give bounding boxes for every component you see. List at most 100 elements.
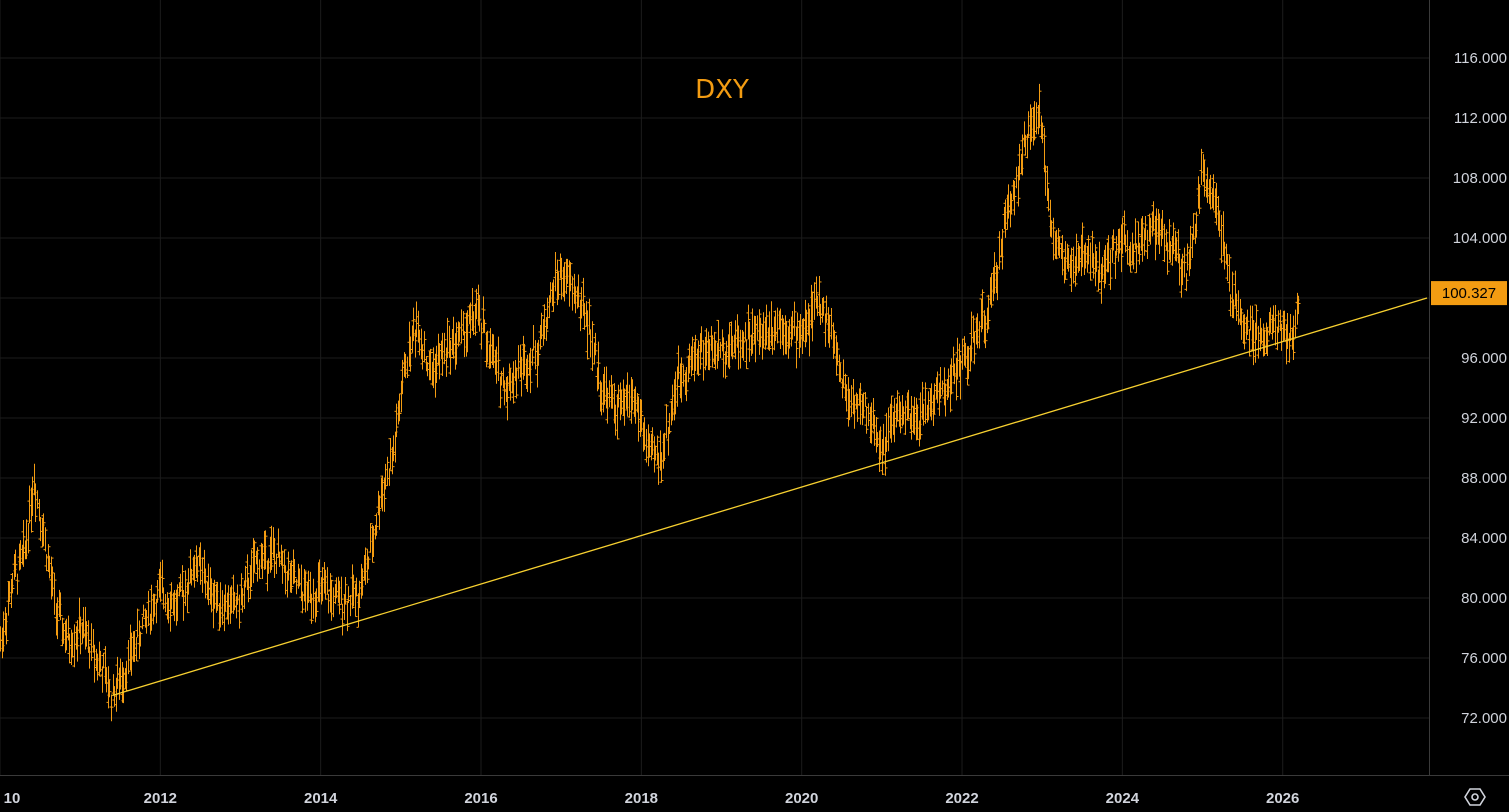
price-bar <box>405 356 410 378</box>
price-bar <box>918 392 923 440</box>
price-bar <box>340 603 345 636</box>
price-bar <box>1219 214 1224 264</box>
price-bar <box>428 348 433 381</box>
price-bar <box>744 339 749 370</box>
price-bar <box>1026 111 1031 137</box>
price-bar <box>203 568 208 599</box>
price-bar <box>681 365 686 387</box>
price-bar <box>1111 229 1116 251</box>
price-bar <box>416 310 421 343</box>
price-bar <box>829 307 834 340</box>
price-bar <box>1086 235 1091 265</box>
price-bar <box>954 357 959 401</box>
price-bar <box>442 332 447 365</box>
price-bar <box>838 363 843 382</box>
price-bar <box>655 435 660 466</box>
price-bar <box>757 309 762 355</box>
price-tick-label: 112.000 <box>1454 110 1507 127</box>
price-bar <box>27 485 32 524</box>
price-bar <box>1273 305 1278 346</box>
price-bar <box>977 321 982 349</box>
price-bar <box>237 594 242 629</box>
last-price-tag: 100.327 <box>1431 281 1507 306</box>
price-bar <box>923 382 928 424</box>
price-bar <box>337 580 342 615</box>
price-bar <box>303 571 308 613</box>
price-bar <box>741 331 746 361</box>
price-bar <box>461 311 466 336</box>
price-bar <box>1065 243 1070 270</box>
price-bar <box>983 315 988 349</box>
price-bar <box>1254 304 1259 340</box>
price-bar <box>385 456 390 486</box>
price-bar <box>41 513 46 547</box>
price-bar <box>255 547 260 582</box>
price-bar <box>843 373 848 402</box>
price-bar <box>906 389 911 420</box>
price-bar <box>858 382 863 425</box>
price-bar <box>883 436 888 476</box>
price-bar <box>4 613 9 645</box>
price-bar <box>690 336 695 371</box>
time-tick-label: 2020 <box>785 790 818 807</box>
price-bar <box>997 231 1002 270</box>
price-bar <box>286 551 291 581</box>
price-bar <box>317 559 322 603</box>
price-bar <box>24 519 29 560</box>
price-bar <box>311 578 316 619</box>
price-bar <box>551 279 556 312</box>
price-bar <box>895 390 900 421</box>
price-bar <box>69 629 74 665</box>
price-bar <box>498 376 503 409</box>
price-bar <box>1096 269 1101 292</box>
price-bar <box>1040 122 1045 144</box>
price-bar <box>481 296 486 333</box>
time-tick-label: 2016 <box>464 790 497 807</box>
price-bar <box>413 329 418 358</box>
price-bar <box>834 335 839 376</box>
price-bar <box>484 331 489 368</box>
price-bar <box>837 354 842 383</box>
price-bar <box>220 590 225 625</box>
price-bar <box>1125 230 1130 265</box>
price-bar <box>1230 271 1235 318</box>
price-bar <box>1073 256 1078 287</box>
price-bar <box>388 438 393 470</box>
price-bar <box>712 331 717 365</box>
price-bar <box>1227 254 1232 292</box>
price-bar <box>13 549 18 577</box>
price-bar <box>422 331 427 363</box>
price-bar <box>871 397 876 430</box>
price-tick-label: 104.000 <box>1453 230 1507 247</box>
price-bar <box>365 549 370 584</box>
trendline <box>112 297 1428 697</box>
price-axis[interactable]: 116.000112.000108.000104.000100.00096.00… <box>1453 50 1507 727</box>
price-bar <box>444 347 449 377</box>
price-bar <box>1164 229 1169 251</box>
price-bar <box>920 381 925 420</box>
chart-settings-button[interactable] <box>1461 784 1489 810</box>
time-axis[interactable]: 10 2012 2014 2016 2018 2020 2022 2024 2026 <box>4 790 1300 807</box>
price-tick-label: 80.000 <box>1461 590 1507 607</box>
price-bar <box>576 274 581 308</box>
time-tick-label: 2022 <box>945 790 978 807</box>
price-bar <box>1256 325 1261 359</box>
price-bar <box>716 319 721 361</box>
price-bar <box>980 289 985 330</box>
price-bar <box>940 380 945 395</box>
price-bar <box>627 384 632 418</box>
price-bar <box>866 403 871 427</box>
price-bar <box>684 367 689 402</box>
price-bar <box>1165 242 1170 275</box>
price-bar <box>938 366 943 399</box>
price-bar <box>107 680 112 698</box>
price-bar <box>1194 211 1199 238</box>
price-bar <box>368 523 373 553</box>
price-bar <box>1108 249 1113 290</box>
price-bar <box>350 564 355 609</box>
price-bar <box>1242 314 1247 350</box>
price-bar <box>55 597 60 640</box>
price-bar <box>496 336 501 381</box>
price-bar <box>1045 165 1050 201</box>
price-bar <box>960 338 965 370</box>
